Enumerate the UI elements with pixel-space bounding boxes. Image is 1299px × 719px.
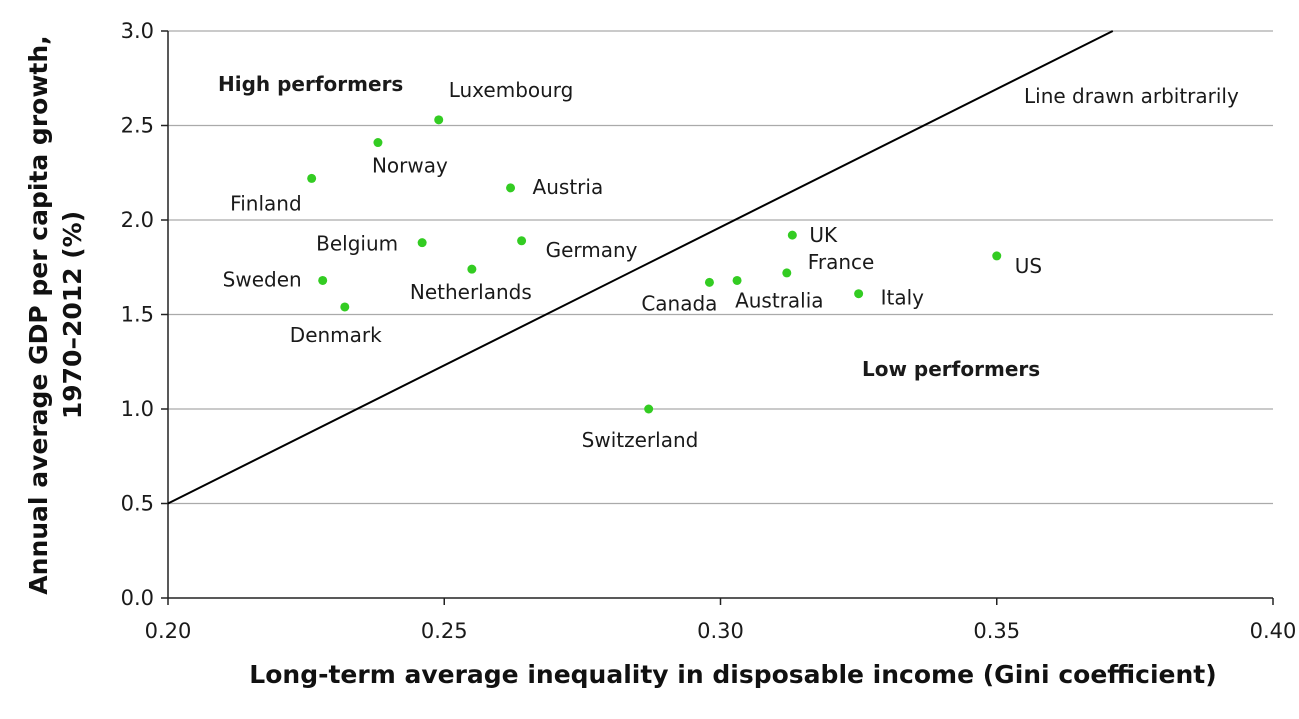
point-belgium — [417, 238, 427, 248]
x-tick-labels: 0.20 0.25 0.30 0.35 0.40 — [145, 619, 1297, 643]
y-tick-labels: 0.0 0.5 1.0 1.5 2.0 2.5 3.0 — [121, 19, 154, 610]
point-label-belgium: Belgium — [316, 232, 398, 256]
point-sweden — [318, 275, 328, 285]
point-norway — [373, 138, 383, 148]
point-denmark — [340, 302, 350, 312]
point-austria — [506, 183, 516, 193]
data-points — [307, 115, 1002, 414]
point-label-luxembourg: Luxembourg — [449, 78, 574, 102]
y-axis-title-line1: Annual average GDP per capita growth, — [24, 35, 53, 594]
point-label-sweden: Sweden — [223, 267, 302, 291]
x-tick-label: 0.35 — [973, 619, 1020, 643]
x-tick-label: 0.40 — [1250, 619, 1297, 643]
y-tick-label: 2.0 — [121, 208, 154, 232]
y-tick-label: 1.5 — [121, 303, 154, 327]
point-uk — [787, 230, 797, 240]
y-tick-label: 0.5 — [121, 492, 154, 516]
point-france — [782, 268, 792, 278]
point-label-switzerland: Switzerland — [582, 428, 699, 452]
reference-line — [167, 30, 1114, 505]
point-labels: Luxembourg Norway Finland Austria Belgium Ger… — [223, 78, 1042, 452]
point-us — [992, 251, 1002, 261]
point-canada — [704, 277, 714, 287]
x-axis-title: Long-term average inequality in disposab… — [249, 660, 1216, 689]
grid-lines — [161, 30, 1274, 605]
point-label-us: US — [1015, 254, 1042, 278]
point-label-denmark: Denmark — [290, 323, 382, 347]
point-label-australia: Australia — [735, 288, 823, 312]
point-label-germany: Germany — [546, 238, 638, 262]
point-australia — [732, 275, 742, 285]
y-tick-label: 3.0 — [121, 19, 154, 43]
annotation-low-performers: Low performers — [862, 357, 1040, 381]
point-germany — [517, 236, 527, 246]
x-tick-label: 0.30 — [697, 619, 744, 643]
point-finland — [307, 173, 317, 183]
point-label-france: France — [808, 250, 875, 274]
point-italy — [854, 289, 864, 299]
point-label-netherlands: Netherlands — [410, 280, 532, 304]
point-label-austria: Austria — [533, 175, 604, 199]
annotation-line-note: Line drawn arbitrarily — [1024, 84, 1239, 108]
point-netherlands — [467, 264, 477, 274]
point-label-finland: Finland — [230, 191, 301, 215]
y-tick-label: 1.0 — [121, 397, 154, 421]
y-tick-label: 2.5 — [121, 114, 154, 138]
point-luxembourg — [434, 115, 444, 125]
point-label-norway: Norway — [372, 154, 448, 178]
point-switzerland — [644, 404, 654, 414]
y-tick-label: 0.0 — [121, 586, 154, 610]
annotation-high-performers: High performers — [218, 72, 403, 96]
y-axis-title-line2: 1970–2012 (%) — [58, 211, 87, 419]
x-tick-label: 0.25 — [421, 619, 468, 643]
point-label-canada: Canada — [641, 291, 717, 315]
point-label-italy: Italy — [881, 286, 925, 310]
x-tick-label: 0.20 — [145, 619, 192, 643]
point-label-uk: UK — [809, 223, 838, 247]
